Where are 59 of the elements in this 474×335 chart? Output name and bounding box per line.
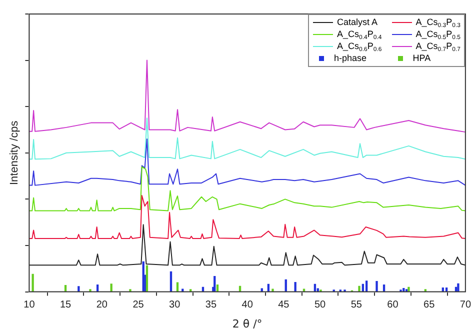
x-tick-label: 35 [205,300,217,311]
legend-label: A_Cs$_{0.7}$P$_{0.7}$ [416,41,460,53]
y-axis-title: Intensity /cps [8,120,21,185]
bar [376,281,378,292]
bar [32,274,34,292]
bar [78,286,80,292]
bar [284,279,287,292]
x-tick-label: 40 [242,300,254,311]
bar [366,280,368,292]
bar [170,271,172,292]
bar [316,288,319,292]
bar [314,284,316,292]
bar [176,282,179,292]
x-tick-label: 50 [314,300,326,311]
bar [110,284,112,292]
bar [142,261,144,292]
legend-label: h-phase [334,53,367,64]
bar [457,283,460,292]
x-tick-label: 70 [460,300,472,311]
bar [405,289,408,292]
legend-label: Catalyst A [337,17,378,28]
bar [267,284,270,292]
bar [214,276,216,292]
bar [362,284,364,292]
bar [216,284,219,292]
x-axis-title: 2 θ /° [232,317,262,330]
bar [382,284,386,292]
bar [238,286,242,292]
bar [190,289,192,292]
bar [260,288,263,292]
bar [96,284,99,292]
bar [408,286,410,292]
x-tick-label: 55 [350,300,362,311]
bar [64,284,67,292]
bar [89,289,92,292]
legend-label: A_Cs$_{0.6}$P$_{0.6}$ [337,41,382,53]
bar [445,288,448,292]
x-tick-label: 60 [387,300,399,311]
legend-label: HPA [412,53,431,64]
x-tick-label: 15 [60,300,72,311]
bar [442,288,444,292]
x-tick-label: 10 [24,300,36,311]
bar [272,288,274,292]
bar [129,289,132,292]
legend-label: A_Cs$_{0.3}$P$_{0.3}$ [416,17,460,29]
bar [302,288,306,292]
x-tick-label: 30 [169,300,181,311]
x-tick-label: 45 [278,300,290,311]
bar [146,265,148,292]
x-tick-label: 20 [96,300,108,311]
bar [294,282,296,292]
bar [424,289,427,292]
x-tick-label: 65 [424,300,436,311]
bar [182,288,184,292]
bar [358,286,360,292]
bar [402,288,405,292]
x-tick-label: 25 [132,300,144,311]
legend-label: A_Cs$_{0.5}$P$_{0.5}$ [416,29,460,41]
legend-label: A_Cs$_{0.4}$P$_{0.4}$ [337,29,382,41]
